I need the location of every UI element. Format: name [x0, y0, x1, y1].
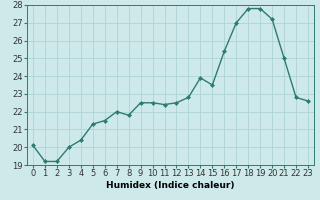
X-axis label: Humidex (Indice chaleur): Humidex (Indice chaleur) — [106, 181, 235, 190]
